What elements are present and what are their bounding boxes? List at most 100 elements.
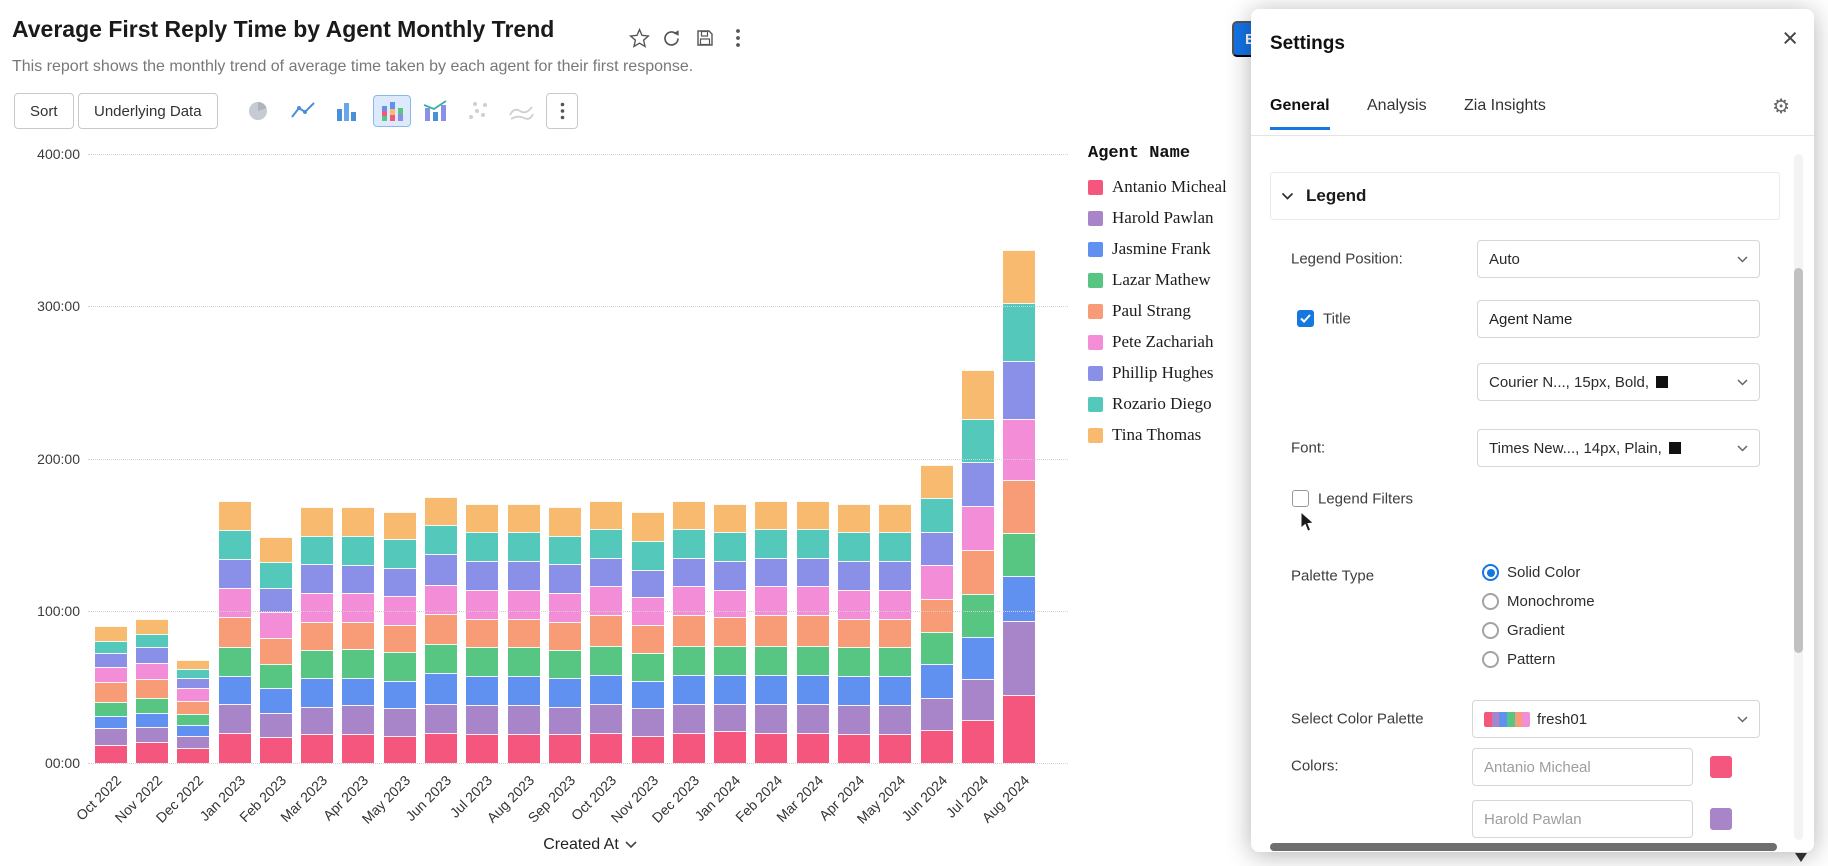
bar-segment [342,507,375,537]
bar-segment [631,569,664,598]
select-color-palette-label: Select Color Palette [1291,710,1424,728]
radio-icon[interactable] [1482,651,1499,668]
bar-segment [507,647,540,677]
geo-chart-type-icon[interactable] [506,97,536,125]
tab-analysis[interactable]: Analysis [1367,97,1427,114]
bar-segment [590,528,623,558]
radio-icon[interactable] [1482,593,1499,610]
palette-type-option-solid-color[interactable]: Solid Color [1482,558,1595,587]
bar-segment [920,664,953,698]
page-title: Average First Reply Time by Agent Monthl… [12,16,555,42]
bar-segment [714,560,747,590]
line-chart-type-icon[interactable] [288,97,318,125]
tab-zia-insights[interactable]: Zia Insights [1464,97,1546,114]
bar-segment [590,501,623,529]
bar-segment [1003,418,1036,480]
stacked-bar-nov-2023 [631,511,664,763]
bar-segment [796,703,829,733]
legend-item: Paul Strang [1088,301,1263,321]
agent-color-name-input[interactable]: Antanio Micheal [1472,748,1693,786]
panel-horizontal-scrollbar-thumb[interactable] [1270,843,1777,851]
bar-segment [177,700,210,715]
legend-title-font-dropdown[interactable]: Courier N..., 15px, Bold, [1477,363,1760,401]
palette-type-option-monochrome[interactable]: Monochrome [1482,587,1595,616]
panel-vertical-scrollbar-thumb[interactable] [1794,268,1803,653]
x-axis-title: Created At [543,836,619,853]
bar-segment [259,663,292,689]
legend-filters-checkbox[interactable] [1292,490,1309,507]
bar-segment [177,659,210,669]
bar-segment [837,589,870,619]
agent-color-swatch[interactable] [1710,808,1732,830]
sort-button[interactable]: Sort [14,93,74,129]
legend-position-dropdown[interactable]: Auto [1477,240,1760,278]
refresh-icon[interactable] [659,26,683,50]
legend-font-dropdown[interactable]: Times New..., 14px, Plain, [1477,429,1760,467]
bar-segment [507,504,540,532]
bar-segment [548,592,581,622]
legend-item: Jasmine Frank [1088,239,1263,259]
scatter-chart-type-icon[interactable] [463,97,493,125]
bar-segment [755,501,788,529]
bar-segment [342,565,375,593]
palette-name: fresh01 [1537,710,1588,728]
legend-font-label: Font: [1291,439,1326,457]
bar-segment [755,645,788,675]
legend-section-header[interactable]: Legend [1270,172,1780,220]
bar-segment [135,618,168,634]
favorite-star-icon[interactable] [627,26,651,50]
bar-segment [920,531,953,565]
bar-segment [1003,361,1036,419]
more-options-icon[interactable] [726,26,750,50]
legend-item-label: Phillip Hughes [1112,363,1214,382]
gridline [88,763,1068,764]
legend-title-input[interactable]: Agent Name [1477,300,1760,338]
agent-color-name-input[interactable]: Harold Pawlan [1472,800,1693,838]
close-icon[interactable]: × [1782,23,1798,53]
bar-segment [1003,533,1036,576]
radio-icon[interactable] [1482,564,1499,581]
pie-chart-type-icon[interactable] [243,97,273,125]
stacked-bar-jun-2023 [425,496,458,763]
bar-segment [631,735,664,763]
bar-segment [177,668,210,678]
save-icon[interactable] [693,26,717,50]
bar-segment [755,557,788,587]
stacked-bar-chart-type-icon[interactable] [373,95,411,127]
check-icon [1300,314,1311,323]
bar-segment [218,616,251,648]
palette-type-option-gradient[interactable]: Gradient [1482,616,1595,645]
agent-color-swatch[interactable] [1710,756,1732,778]
bar-segment [961,549,994,595]
bar-segment [879,618,912,648]
more-chart-types-icon[interactable] [546,93,578,129]
color-palette-dropdown[interactable]: fresh01 [1472,700,1760,738]
legend-color-swatch [1088,241,1103,257]
legend-item: Pete Zachariah [1088,332,1263,352]
palette-type-option-pattern[interactable]: Pattern [1482,645,1595,674]
bar-segment [672,674,705,704]
gear-icon[interactable]: ⚙ [1772,96,1790,118]
bar-segment [837,734,870,763]
combo-chart-type-icon[interactable] [420,97,450,125]
bar-segment [94,641,127,654]
bar-segment [383,539,416,569]
scroll-corner-arrow-icon[interactable] [1795,853,1807,862]
radio-icon[interactable] [1482,622,1499,639]
bar-segment [218,676,251,704]
bar-segment [548,650,581,678]
x-axis-title-control[interactable]: Created At [480,836,700,854]
legend-item-label: Tina Thomas [1112,425,1202,444]
tab-general[interactable]: General [1270,97,1330,130]
legend-title-checkbox[interactable] [1297,310,1314,327]
underlying-data-button[interactable]: Underlying Data [78,93,218,129]
bar-segment [714,703,747,731]
bar-segment [920,729,953,763]
bar-segment [425,703,458,733]
bar-chart-type-icon[interactable] [331,97,361,125]
bar-segment [548,563,581,593]
bar-segment [177,735,210,748]
settings-panel-title: Settings [1270,33,1345,54]
bar-segment [879,705,912,735]
